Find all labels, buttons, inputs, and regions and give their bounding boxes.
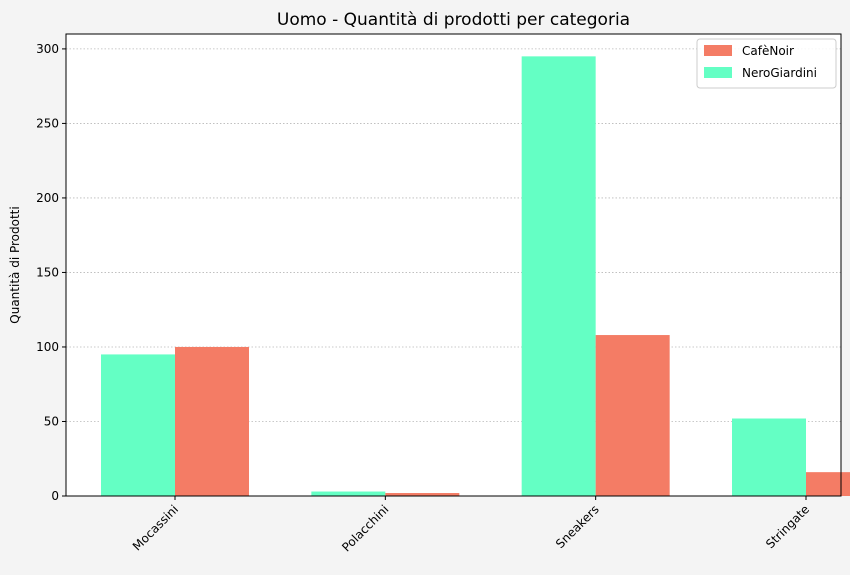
bar-cafenoir-stringate xyxy=(806,472,850,496)
y-tick-label-200: 200 xyxy=(36,191,59,205)
legend-swatch-nerogiardini xyxy=(704,67,732,78)
y-tick-label-0: 0 xyxy=(51,489,59,503)
legend-label-cafenoir: CafèNoir xyxy=(742,44,794,58)
bar-cafenoir-polacchini xyxy=(385,493,460,496)
bar-nerogiardini-mocassini xyxy=(101,354,175,496)
chart-title: Uomo - Quantità di prodotti per categori… xyxy=(277,10,630,30)
bar-nerogiardini-sneakers xyxy=(521,56,596,497)
y-tick-label-250: 250 xyxy=(36,116,59,130)
y-tick-label-100: 100 xyxy=(36,340,59,354)
y-axis: 0 50 100 150 200 250 300 xyxy=(36,42,66,503)
bar-cafenoir-sneakers xyxy=(595,335,670,496)
y-tick-label-300: 300 xyxy=(36,42,59,56)
bar-cafenoir-mocassini xyxy=(175,346,249,496)
y-axis-label: Quantità di Prodotti xyxy=(8,206,22,323)
y-tick-label-50: 50 xyxy=(44,414,59,428)
legend-label-nerogiardini: NeroGiardini xyxy=(742,66,817,80)
legend: CafèNoir NeroGiardini xyxy=(696,38,837,89)
bars xyxy=(101,56,850,497)
legend-swatch-cafenoir xyxy=(704,45,732,56)
bar-nerogiardini-stringate xyxy=(732,418,806,496)
y-tick-label-150: 150 xyxy=(36,265,59,279)
plot-frame xyxy=(65,33,842,497)
bar-nerogiardini-polacchini xyxy=(311,491,386,496)
